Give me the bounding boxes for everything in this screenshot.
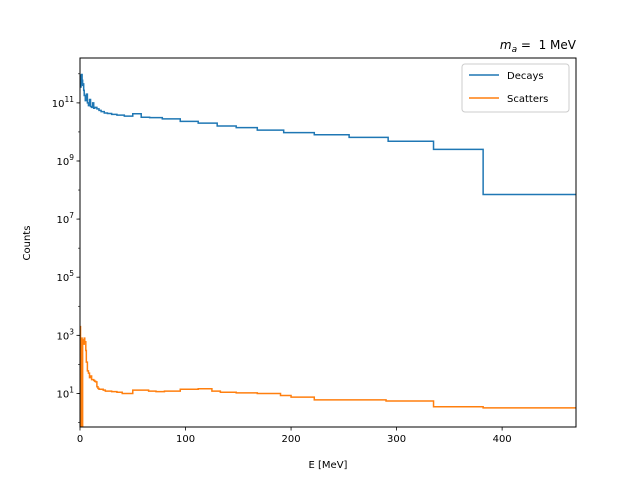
x-tick-label: 200 [282,434,301,445]
chart-title: ma = 1 MeV [500,38,577,55]
y-tick-label: 101 [56,385,74,400]
x-tick-label: 400 [493,434,512,445]
series-line-scatters [80,325,576,427]
x-tick-label: 0 [77,434,83,445]
y-axis-label: Counts [22,226,33,261]
series-line-decays [80,73,576,196]
x-tick-label: 300 [387,434,406,445]
legend: Decays Scatters [461,63,570,113]
x-axis-label: E [MeV] [309,460,348,471]
chart-title-rest: = 1 MeV [517,38,577,52]
legend-box [461,63,570,113]
y-tick-label: 109 [56,153,74,168]
axes-frame [79,57,577,428]
y-tick-label: 103 [56,327,74,342]
y-tick-label: 1011 [52,95,75,110]
plot-area [80,73,576,427]
y-tick-label: 105 [56,269,74,284]
chart-title-symbol: m [500,38,512,52]
x-axis: 0 100 200 300 400 [77,427,512,445]
x-tick-label: 100 [176,434,195,445]
chart-title-subscript: a [512,45,518,55]
legend-label-scatters: Scatters [507,94,548,105]
y-tick-label: 107 [56,211,74,226]
legend-label-decays: Decays [507,71,544,82]
y-axis: 101 103 105 107 109 1011 [52,73,80,423]
